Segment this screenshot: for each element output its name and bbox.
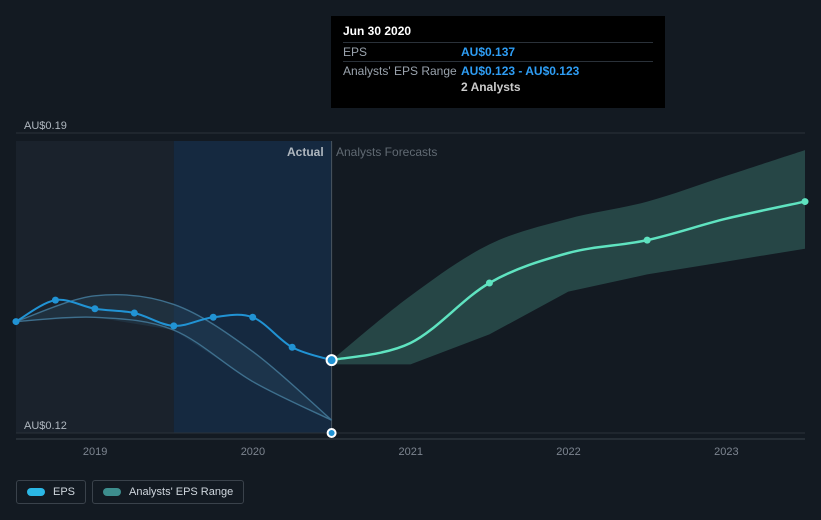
legend-item-range[interactable]: Analysts' EPS Range [92,480,244,504]
x-tick-2019: 2019 [83,446,107,458]
actual-region-label: Actual [287,145,324,159]
tooltip-row-label: Analysts' EPS Range [343,62,461,97]
tooltip-row-value: AU$0.123 - AU$0.123 [461,64,653,78]
eps-chart: AU$0.19 AU$0.12 Actual Analysts Forecast… [0,0,821,520]
tooltip-row-range: Analysts' EPS Range AU$0.123 - AU$0.123 … [343,62,653,97]
tooltip-row-value: AU$0.137 [461,43,653,62]
legend-swatch-icon [103,488,121,496]
tooltip-row-label: EPS [343,43,461,62]
legend-swatch-icon [27,488,45,496]
y-axis-label-max: AU$0.19 [24,120,67,132]
tooltip-row-sub: 2 Analysts [461,80,653,94]
x-tick-2022: 2022 [556,446,580,458]
tooltip-row-eps: EPS AU$0.137 [343,43,653,62]
legend-item-eps[interactable]: EPS [16,480,86,504]
forecast-region-label: Analysts Forecasts [336,145,437,159]
chart-legend: EPS Analysts' EPS Range [16,480,244,504]
x-tick-2021: 2021 [399,446,423,458]
legend-label: EPS [53,486,75,498]
x-tick-2023: 2023 [714,446,738,458]
tooltip-row-value-group: AU$0.123 - AU$0.123 2 Analysts [461,62,653,97]
hover-tooltip: Jun 30 2020 EPS AU$0.137 Analysts' EPS R… [331,16,665,108]
tooltip-date: Jun 30 2020 [343,24,653,38]
x-tick-2020: 2020 [241,446,265,458]
y-axis-label-min: AU$0.12 [24,420,67,432]
legend-label: Analysts' EPS Range [129,486,233,498]
